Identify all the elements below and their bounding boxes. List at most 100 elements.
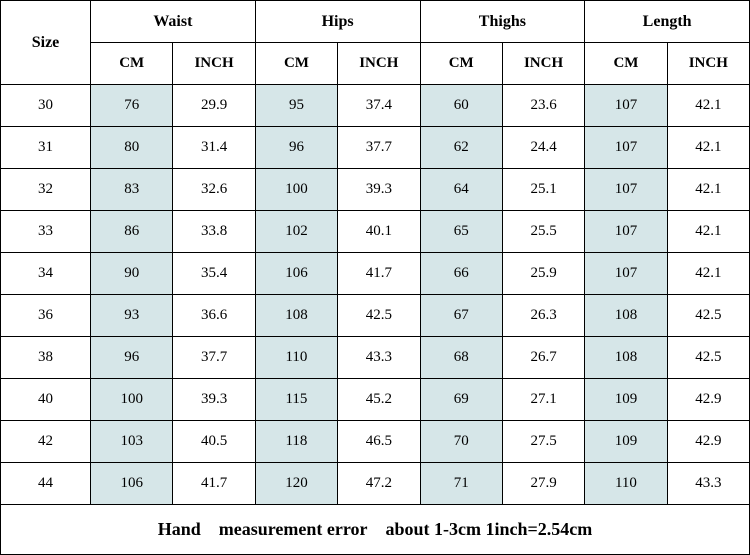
table-row: 369336.610842.56726.310842.5: [1, 295, 750, 337]
cell-size: 31: [1, 127, 91, 169]
footer-note: Hand measurement error about 1-3cm 1inch…: [1, 505, 750, 555]
cell-length-cm: 109: [585, 379, 667, 421]
cell-length-cm: 110: [585, 463, 667, 505]
cell-waist-inch: 35.4: [173, 253, 255, 295]
subheader-thighs-cm: CM: [420, 43, 502, 85]
cell-length-inch: 42.5: [667, 337, 749, 379]
cell-waist-cm: 90: [91, 253, 173, 295]
cell-size: 36: [1, 295, 91, 337]
cell-waist-cm: 83: [91, 169, 173, 211]
cell-hips-inch: 37.7: [338, 127, 420, 169]
cell-length-inch: 42.9: [667, 379, 749, 421]
cell-length-cm: 107: [585, 211, 667, 253]
cell-hips-cm: 120: [255, 463, 337, 505]
cell-waist-cm: 103: [91, 421, 173, 463]
cell-thighs-inch: 27.5: [502, 421, 584, 463]
subheader-hips-cm: CM: [255, 43, 337, 85]
cell-thighs-cm: 60: [420, 85, 502, 127]
cell-thighs-cm: 69: [420, 379, 502, 421]
header-thighs: Thighs: [420, 1, 585, 43]
table-row: 389637.711043.36826.710842.5: [1, 337, 750, 379]
cell-length-inch: 42.9: [667, 421, 749, 463]
cell-size: 32: [1, 169, 91, 211]
table-row: 338633.810240.16525.510742.1: [1, 211, 750, 253]
cell-length-inch: 42.1: [667, 169, 749, 211]
subheader-waist-cm: CM: [91, 43, 173, 85]
cell-hips-inch: 46.5: [338, 421, 420, 463]
cell-length-inch: 42.1: [667, 211, 749, 253]
cell-thighs-cm: 70: [420, 421, 502, 463]
footer-row: Hand measurement error about 1-3cm 1inch…: [1, 505, 750, 555]
cell-hips-cm: 100: [255, 169, 337, 211]
cell-hips-inch: 40.1: [338, 211, 420, 253]
header-size: Size: [1, 1, 91, 85]
cell-hips-inch: 42.5: [338, 295, 420, 337]
subheader-length-cm: CM: [585, 43, 667, 85]
subheader-waist-inch: INCH: [173, 43, 255, 85]
cell-length-cm: 108: [585, 295, 667, 337]
cell-waist-inch: 39.3: [173, 379, 255, 421]
cell-thighs-cm: 65: [420, 211, 502, 253]
cell-length-cm: 109: [585, 421, 667, 463]
cell-length-inch: 42.1: [667, 253, 749, 295]
cell-waist-cm: 76: [91, 85, 173, 127]
cell-thighs-inch: 27.9: [502, 463, 584, 505]
cell-hips-inch: 45.2: [338, 379, 420, 421]
cell-length-cm: 107: [585, 127, 667, 169]
cell-waist-cm: 106: [91, 463, 173, 505]
cell-thighs-inch: 25.9: [502, 253, 584, 295]
subheader-hips-inch: INCH: [338, 43, 420, 85]
cell-thighs-cm: 64: [420, 169, 502, 211]
cell-hips-cm: 108: [255, 295, 337, 337]
cell-thighs-cm: 66: [420, 253, 502, 295]
header-hips: Hips: [255, 1, 420, 43]
header-length: Length: [585, 1, 750, 43]
cell-thighs-cm: 67: [420, 295, 502, 337]
cell-hips-cm: 118: [255, 421, 337, 463]
table-row: 318031.49637.76224.410742.1: [1, 127, 750, 169]
cell-size: 34: [1, 253, 91, 295]
cell-length-cm: 107: [585, 253, 667, 295]
cell-thighs-inch: 26.3: [502, 295, 584, 337]
table-row: 4010039.311545.26927.110942.9: [1, 379, 750, 421]
cell-hips-cm: 115: [255, 379, 337, 421]
table-row: 4410641.712047.27127.911043.3: [1, 463, 750, 505]
cell-waist-inch: 29.9: [173, 85, 255, 127]
cell-thighs-cm: 71: [420, 463, 502, 505]
table-row: 349035.410641.76625.910742.1: [1, 253, 750, 295]
cell-thighs-cm: 68: [420, 337, 502, 379]
cell-hips-inch: 43.3: [338, 337, 420, 379]
cell-waist-inch: 33.8: [173, 211, 255, 253]
cell-hips-cm: 95: [255, 85, 337, 127]
cell-waist-inch: 37.7: [173, 337, 255, 379]
cell-length-inch: 42.5: [667, 295, 749, 337]
cell-hips-inch: 47.2: [338, 463, 420, 505]
cell-size: 38: [1, 337, 91, 379]
cell-hips-inch: 39.3: [338, 169, 420, 211]
subheader-length-inch: INCH: [667, 43, 749, 85]
size-chart-table: Size Waist Hips Thighs Length CM INCH CM…: [0, 0, 750, 555]
cell-waist-inch: 32.6: [173, 169, 255, 211]
subheader-thighs-inch: INCH: [502, 43, 584, 85]
cell-hips-inch: 41.7: [338, 253, 420, 295]
table-row: 4210340.511846.57027.510942.9: [1, 421, 750, 463]
cell-hips-inch: 37.4: [338, 85, 420, 127]
cell-waist-cm: 80: [91, 127, 173, 169]
cell-waist-inch: 36.6: [173, 295, 255, 337]
cell-size: 44: [1, 463, 91, 505]
table-body: 307629.99537.46023.610742.1318031.49637.…: [1, 85, 750, 505]
cell-size: 42: [1, 421, 91, 463]
header-waist: Waist: [91, 1, 256, 43]
cell-hips-cm: 110: [255, 337, 337, 379]
table-row: 307629.99537.46023.610742.1: [1, 85, 750, 127]
header-row-top: Size Waist Hips Thighs Length: [1, 1, 750, 43]
cell-size: 30: [1, 85, 91, 127]
cell-length-inch: 42.1: [667, 85, 749, 127]
cell-thighs-inch: 25.5: [502, 211, 584, 253]
cell-hips-cm: 102: [255, 211, 337, 253]
cell-waist-inch: 40.5: [173, 421, 255, 463]
cell-waist-inch: 41.7: [173, 463, 255, 505]
cell-size: 40: [1, 379, 91, 421]
cell-waist-cm: 93: [91, 295, 173, 337]
cell-thighs-cm: 62: [420, 127, 502, 169]
